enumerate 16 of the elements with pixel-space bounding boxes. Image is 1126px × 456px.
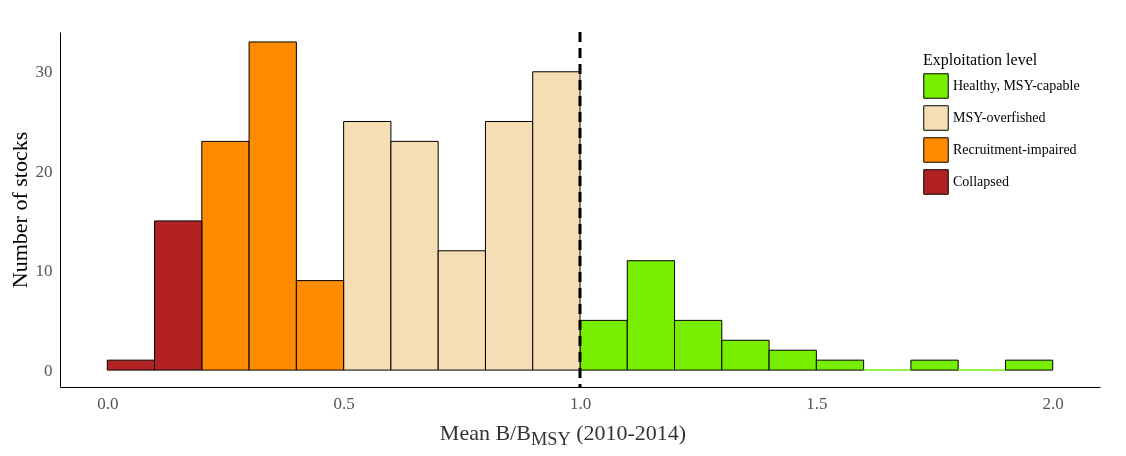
x-axis-title: Mean B/B$_{MSY}$ (2010-2014) xyxy=(438,420,688,451)
legend-title: Exploitation level xyxy=(923,51,1038,69)
x-tick-label: 0.5 xyxy=(333,393,355,413)
y-tick-label: 20 xyxy=(35,161,53,181)
x-tick-label: 2.0 xyxy=(1042,393,1064,413)
legend-label: Recruitment-impaired xyxy=(953,142,1077,157)
legend-label: Healthy, MSY-capable xyxy=(953,78,1080,93)
y-tick-label: 10 xyxy=(35,261,53,281)
x-tick-label: 0.0 xyxy=(97,393,119,413)
y-tick-label: 0 xyxy=(44,360,53,380)
y-axis-title: Number of stocks xyxy=(6,131,32,289)
legend-label: MSY-overfished xyxy=(953,110,1046,125)
legend-label: Collapsed xyxy=(953,174,1009,189)
y-tick-label: 30 xyxy=(35,62,53,82)
x-tick-label: 1.5 xyxy=(806,393,828,413)
x-tick-label: 1.0 xyxy=(569,393,592,413)
